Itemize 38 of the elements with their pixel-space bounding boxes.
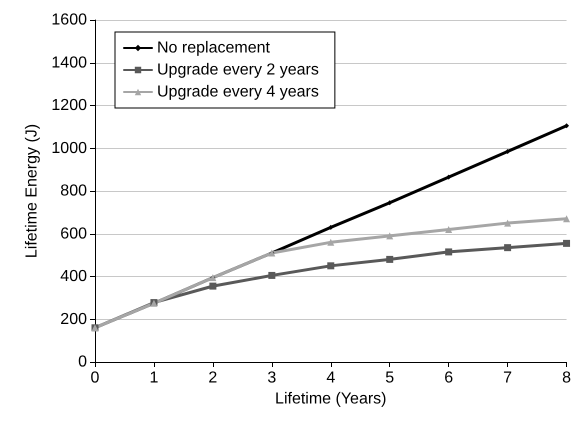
y-tick-label: 800 <box>60 182 88 200</box>
point <box>327 238 334 246</box>
y-tick-label: 1200 <box>51 97 88 114</box>
point <box>564 123 570 128</box>
point <box>563 240 570 247</box>
y-axis-title: Lifetime Energy (J) <box>24 124 40 258</box>
point <box>386 256 394 263</box>
legend-label: Upgrade every 2 years <box>157 62 319 78</box>
point <box>445 226 452 233</box>
x-tick-label: 7 <box>503 370 512 386</box>
y-tick-label: 1000 <box>51 140 88 157</box>
x-tick-label: 2 <box>208 370 218 386</box>
x-tick-label: 3 <box>267 370 276 386</box>
x-tick-label: 6 <box>444 370 454 386</box>
x-tick-label: 4 <box>326 370 336 386</box>
legend-label: No replacement <box>157 40 270 56</box>
point <box>446 174 452 180</box>
x-tick-label: 0 <box>90 370 100 386</box>
point <box>504 220 512 227</box>
y-tick-label: 1400 <box>51 54 88 72</box>
y-tick-label: 600 <box>60 225 88 242</box>
y-tick-label: 200 <box>60 310 88 328</box>
x-tick-label: 8 <box>562 370 572 386</box>
y-tick-label: 1600 <box>51 12 88 28</box>
x-tick-label: 5 <box>385 370 394 386</box>
point <box>563 215 570 222</box>
point <box>328 224 334 230</box>
point <box>209 282 216 290</box>
point <box>327 262 334 270</box>
y-tick-label: 400 <box>60 268 88 285</box>
point <box>445 248 452 256</box>
x-tick-label: 1 <box>149 370 158 386</box>
legend-label: Upgrade every 4 years <box>157 84 319 100</box>
point <box>268 272 276 279</box>
y-tick-label: 0 <box>78 354 88 370</box>
point <box>504 244 512 252</box>
x-axis-title: Lifetime (Years) <box>275 390 386 408</box>
point <box>386 232 394 240</box>
